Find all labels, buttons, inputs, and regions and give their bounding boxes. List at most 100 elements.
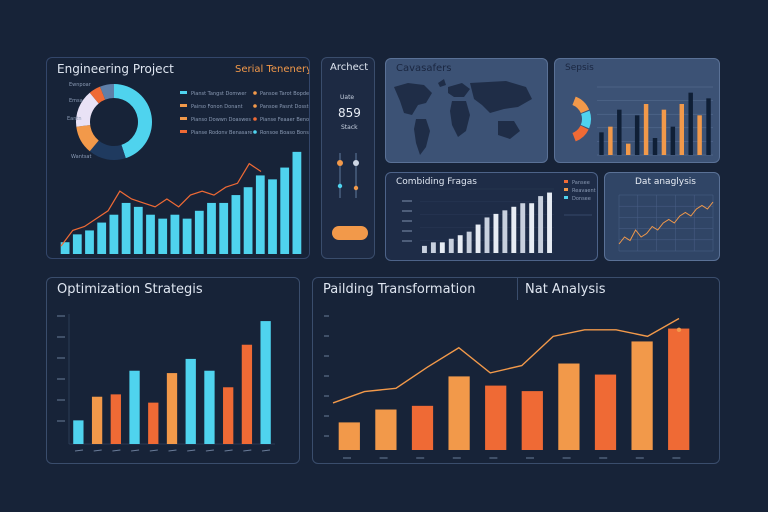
bar — [547, 192, 552, 253]
bar — [72, 234, 82, 254]
bar — [109, 214, 119, 254]
axis-tick-line — [261, 449, 271, 452]
donut-slice — [89, 86, 106, 104]
bar — [60, 242, 70, 254]
axis-tick-line — [74, 449, 84, 452]
bar — [617, 109, 622, 155]
bar — [255, 175, 265, 254]
legend-label: Pianso Dowwn Doaswes — [191, 117, 251, 123]
axis-tick-line — [112, 449, 121, 452]
bar — [594, 374, 617, 450]
axis-tick-line — [243, 449, 252, 452]
bar — [133, 206, 143, 254]
legend-label: Pansoe Tarot Bopdee — [260, 91, 310, 97]
legend-swatch — [564, 196, 568, 199]
bar — [292, 151, 302, 254]
series-line — [618, 201, 714, 245]
bar — [502, 210, 508, 253]
axis-tick-line — [93, 449, 102, 452]
combining-panel: Combiding Fragas Pansee Reavaent Donsee — [385, 172, 598, 261]
legend-swatch — [180, 130, 187, 133]
donut-slice — [89, 140, 126, 160]
engineering-title-right: Serial Tenenery — [235, 64, 310, 75]
combining-title: Combiding Fragas — [396, 177, 477, 187]
bar — [661, 109, 667, 155]
bar — [521, 391, 543, 450]
bar — [706, 98, 711, 155]
donut-slice — [572, 96, 590, 114]
bar — [170, 214, 180, 254]
bar — [121, 202, 131, 254]
axis-tick-line — [187, 449, 196, 452]
bar — [185, 358, 196, 444]
axis-tick-line — [224, 449, 233, 452]
bar — [652, 138, 658, 155]
bar — [668, 328, 690, 450]
bar — [558, 363, 580, 450]
slider-handle-left[interactable] — [337, 160, 343, 166]
bar — [631, 341, 653, 450]
legend-label: Pianse Feaaer Benosee — [260, 117, 310, 123]
bar — [439, 242, 445, 253]
legend-label: Pansoe Pasnt Dosstee — [260, 104, 310, 110]
bar — [466, 231, 472, 253]
axis-tick-line — [168, 449, 177, 452]
bar — [475, 224, 481, 253]
bar — [129, 370, 140, 444]
architect-value-main: 859 — [338, 106, 361, 120]
bar — [697, 115, 702, 155]
engineering-chart: Ewnpoar Emsa Eantn Wantsat Pianst Tangst Dom… — [60, 82, 310, 254]
bar — [457, 235, 463, 253]
legend-swatch — [253, 130, 257, 134]
bar — [538, 196, 544, 253]
donut-slice — [76, 92, 99, 127]
legend-label: Pairso Fonon Donant — [191, 104, 243, 110]
bar — [511, 206, 517, 253]
building-divider — [517, 278, 518, 300]
legend-swatch — [180, 91, 187, 94]
cavasafers-panel: Cavasafers — [385, 58, 548, 163]
series-end-point — [676, 327, 682, 333]
architect-action-button[interactable] — [332, 226, 368, 240]
bar — [626, 143, 631, 155]
axis-tick-line — [149, 449, 158, 452]
engineering-title: Engineering Project — [57, 62, 174, 76]
bar — [520, 203, 526, 253]
legend-label: Pianse Rodonv Benasare — [191, 130, 253, 136]
legend-label: Pianst Tangst Domwer — [191, 91, 247, 97]
dataanalysis-title: Dat anaglysis — [635, 177, 696, 187]
bar — [529, 203, 535, 253]
sepsis-panel: Sepsis — [554, 58, 720, 163]
cavasafers-title: Cavasafers — [396, 63, 452, 74]
architect-value-bottom: Stack — [341, 124, 358, 131]
bar — [430, 242, 436, 253]
donut-label: Emsa — [69, 98, 83, 104]
building-title: Pailding Transformation — [323, 282, 476, 297]
bar — [422, 245, 427, 253]
building-chart — [324, 315, 690, 459]
bar — [231, 195, 241, 254]
bar — [670, 126, 676, 155]
building-title2: Nat Analysis — [525, 282, 606, 297]
bar — [260, 321, 271, 444]
architect-panel: Archect Uate 859 Stack — [321, 57, 375, 259]
bar — [158, 218, 168, 254]
sepsis-chart — [572, 86, 713, 156]
architect-sliders — [332, 153, 368, 240]
bar — [448, 238, 454, 253]
legend-label: Donsee — [572, 196, 591, 202]
bar — [241, 344, 253, 444]
legend-label: Pansee — [572, 180, 590, 186]
donut-label: Wantsat — [71, 154, 91, 160]
bar — [493, 213, 499, 253]
slider-handle-right[interactable] — [353, 160, 359, 166]
donut-slice — [580, 110, 591, 129]
legend-swatch — [253, 104, 257, 108]
bar — [204, 370, 215, 444]
combining-chart: Pansee Reavaent Donsee — [402, 180, 596, 254]
bar — [73, 420, 84, 444]
world-map — [394, 79, 532, 155]
bar — [688, 92, 693, 155]
bar — [110, 394, 121, 444]
building-panel: Pailding Transformation Nat Analysis — [312, 277, 720, 464]
